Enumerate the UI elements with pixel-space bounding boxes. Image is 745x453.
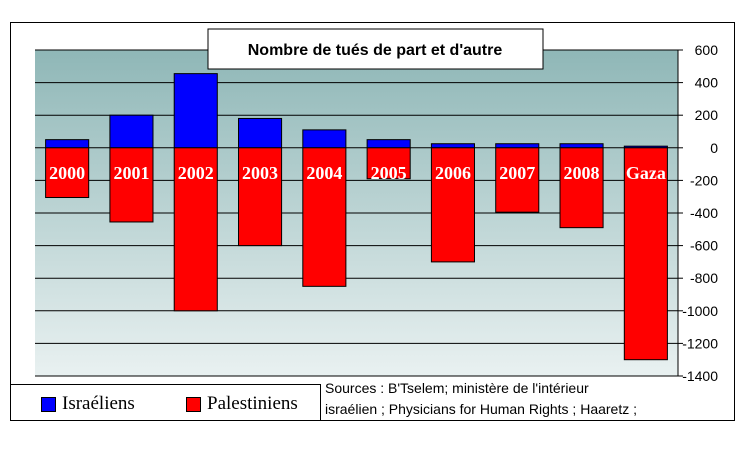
bar-palestiniens-2007 xyxy=(495,147,540,213)
category-label: 2008 xyxy=(564,163,600,183)
bar-israliens-2008 xyxy=(559,143,604,149)
bar-palestiniens-2008 xyxy=(559,147,604,229)
category-label: 2002 xyxy=(178,163,214,183)
bar-palestiniens-2006 xyxy=(430,147,475,263)
sources-note: Sources : B'Tselem; ministère de l'intér… xyxy=(325,378,655,420)
bar-palestiniens-2000 xyxy=(45,147,90,199)
y-axis: 600 400 200 0 -200 -400 -600 -800 -1000 -1200 -140… xyxy=(677,42,719,384)
y-tick-label: -1200 xyxy=(682,335,718,351)
legend: Israéliens Palestiniens xyxy=(10,384,321,421)
legend-label-palestiniens: Palestiniens xyxy=(207,393,298,414)
bar-israliens-2004 xyxy=(302,129,347,149)
bar-israliens-2003 xyxy=(238,117,283,149)
bar-israliens-2007 xyxy=(495,143,540,149)
bar-palestiniens-gaza xyxy=(623,147,668,361)
y-tick-label: -200 xyxy=(690,172,718,188)
bars xyxy=(45,73,668,361)
legend-item-israeliens: Israéliens xyxy=(41,393,135,415)
sources-line-1: Sources : B'Tselem; ministère de l'intér… xyxy=(325,380,589,396)
y-tick-label: 400 xyxy=(695,75,719,91)
y-tick-label: 200 xyxy=(695,107,719,123)
y-tick-label: -1000 xyxy=(682,303,718,319)
y-tick-label: -1400 xyxy=(682,368,718,384)
category-label: 2000 xyxy=(49,163,85,183)
y-tick-label: 600 xyxy=(695,42,719,58)
y-tick-label: -400 xyxy=(690,205,718,221)
category-label: 2004 xyxy=(306,163,342,183)
y-tick-label: -800 xyxy=(690,270,718,286)
bar-palestiniens-2002 xyxy=(173,147,218,312)
y-tick-label: 0 xyxy=(710,140,718,156)
legend-label-israeliens: Israéliens xyxy=(62,393,135,414)
category-labels: 2000 2001 2002 2003 2004 2005 2006 2007 2008 Gaza xyxy=(49,163,666,183)
bar-israliens-2006 xyxy=(430,143,475,149)
category-label: 2007 xyxy=(499,163,535,183)
legend-swatch-israeliens xyxy=(41,396,56,412)
bar-palestiniens-2003 xyxy=(238,147,283,247)
legend-item-palestiniens: Palestiniens xyxy=(186,393,298,415)
bar-palestiniens-2001 xyxy=(109,147,154,223)
category-label: 2003 xyxy=(242,163,278,183)
sources-line-2: israélien ; Physicians for Human Rights … xyxy=(325,401,638,417)
category-label: 2001 xyxy=(113,163,149,183)
legend-swatch-palestiniens xyxy=(186,396,201,412)
chart-title: Nombre de tués de part et d'autre xyxy=(248,42,503,59)
chart-title-box: Nombre de tués de part et d'autre xyxy=(207,28,544,70)
bar-israliens-2000 xyxy=(45,139,90,149)
bar-israliens-2002 xyxy=(173,73,218,149)
category-label: 2005 xyxy=(371,163,407,183)
y-tick-label: -600 xyxy=(690,238,718,254)
bar-israliens-2001 xyxy=(109,114,154,149)
bar-israliens-2005 xyxy=(366,139,411,149)
category-label: Gaza xyxy=(626,163,666,183)
bar-palestiniens-2005 xyxy=(366,147,411,180)
category-label: 2006 xyxy=(435,163,471,183)
bar-palestiniens-2004 xyxy=(302,147,347,287)
